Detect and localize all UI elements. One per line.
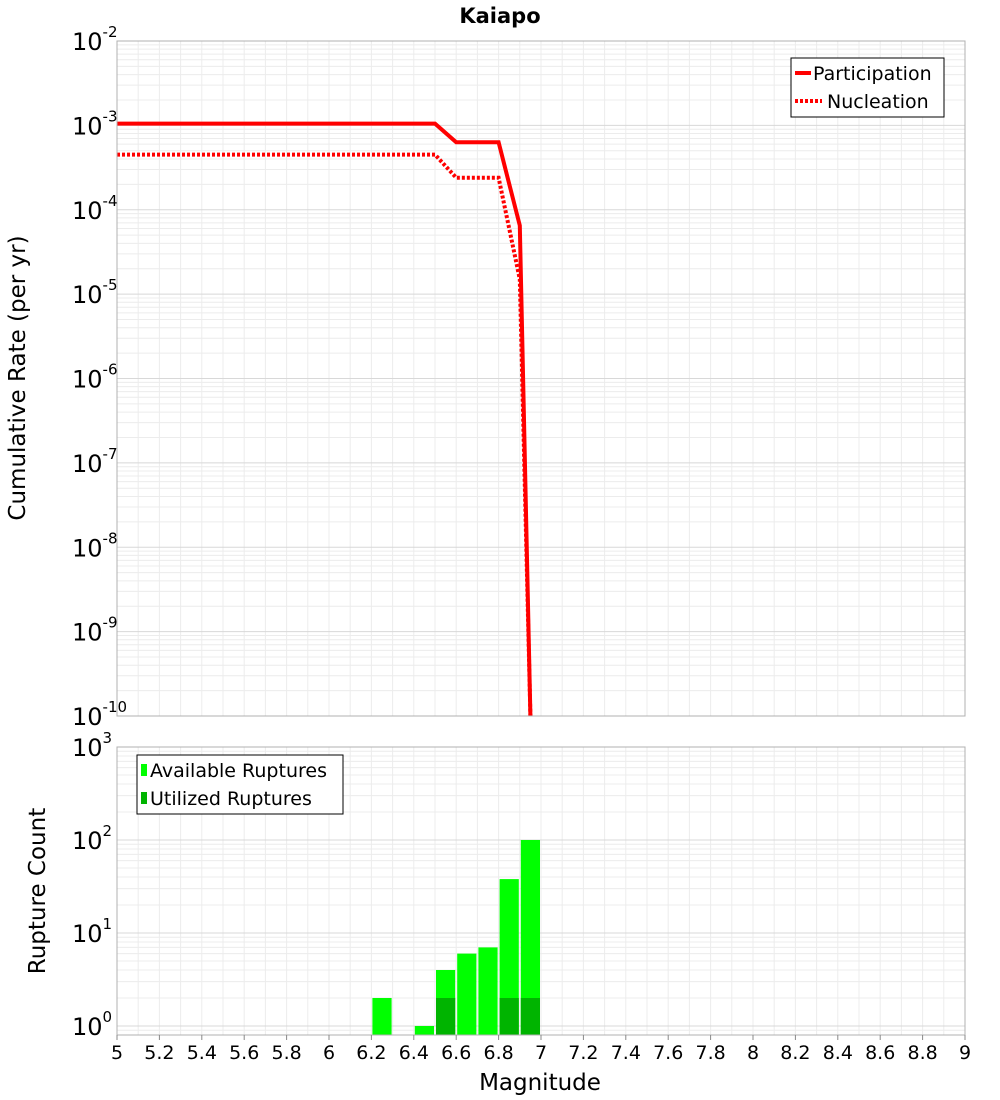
rupture-legend: Available Ruptures Utilized Ruptures: [136, 754, 344, 815]
x-tick-label: 7.2: [568, 1042, 598, 1064]
legend-available-swatch: [141, 764, 147, 776]
legend-participation-label: Participation: [813, 63, 932, 85]
rupture-ytick-label: 103: [72, 729, 112, 762]
rate-y-axis-label: Cumulative Rate (per yr): [5, 235, 31, 520]
available-ruptures-bar: [499, 879, 519, 1035]
x-tick-label: 8.8: [907, 1042, 937, 1064]
rate-legend: Participation Nucleation: [790, 57, 945, 118]
x-axis-label: Magnitude: [479, 1070, 601, 1096]
rupture-ytick-label: 102: [72, 822, 112, 855]
rate-ytick-label: 10-6: [72, 361, 118, 394]
rate-plot-panel: 10-2 10-3 10-4 10-5 10-6 10-7 10-8 10-9 10-10 Ka…: [5, 4, 966, 731]
rate-ytick-label: 10-3: [72, 107, 118, 140]
x-tick-label: 6.8: [483, 1042, 513, 1064]
rate-ytick-label: 10-9: [72, 614, 118, 647]
available-ruptures-bar: [478, 947, 498, 1035]
x-tick-label: 6.6: [441, 1042, 471, 1064]
x-tick-label: 7.8: [695, 1042, 725, 1064]
x-tick-label: 8: [747, 1042, 759, 1064]
legend-utilized-label: Utilized Ruptures: [150, 788, 312, 810]
rupture-count-panel: 103 102 101 100 5 5.2 5.4 5.6 5.8 6 6.2 6.4 6.6 6.8 7…: [25, 729, 971, 1096]
utilized-ruptures-bar: [436, 998, 456, 1035]
rate-ytick-label: 10-8: [72, 529, 118, 562]
rupture-y-axis-label: Rupture Count: [25, 808, 51, 974]
legend-nucleation-label: Nucleation: [827, 91, 929, 113]
x-tick-label: 6.2: [356, 1042, 386, 1064]
rate-ytick-label: 10-4: [72, 192, 118, 225]
x-tick-label: 5.8: [271, 1042, 301, 1064]
rate-ytick-label: 10-10: [72, 698, 127, 731]
rate-plot-grid: [116, 41, 966, 717]
x-tick-label: 8.4: [823, 1042, 853, 1064]
x-tick-label: 9: [959, 1042, 971, 1064]
available-ruptures-bar: [457, 953, 477, 1035]
x-tick-label: 6.4: [399, 1042, 429, 1064]
legend-available-label: Available Ruptures: [150, 760, 327, 782]
rate-plot-yticks: 10-2 10-3 10-4 10-5 10-6 10-7 10-8 10-9 10-10: [72, 23, 127, 731]
available-ruptures-bar: [372, 998, 392, 1035]
rate-ytick-label: 10-5: [72, 276, 118, 309]
x-tick-label: 7.6: [653, 1042, 683, 1064]
rupture-ytick-label: 100: [72, 1008, 112, 1041]
rate-plot-lines: [117, 121, 533, 717]
series-nucleation-line: [117, 152, 533, 717]
utilized-ruptures-bar: [499, 998, 519, 1035]
x-tick-label: 5: [111, 1042, 123, 1064]
chart-title: Kaiapo: [459, 4, 540, 28]
series-participation-line: [117, 121, 533, 717]
rupture-plot-xticks: 5 5.2 5.4 5.6 5.8 6 6.2 6.4 6.6 6.8 7 7.2 7.4 7.6 7.8 8…: [111, 1035, 971, 1064]
rupture-plot-bars: [372, 840, 540, 1035]
x-tick-label: 5.2: [144, 1042, 174, 1064]
x-tick-label: 7: [535, 1042, 547, 1064]
rupture-ytick-label: 101: [72, 915, 112, 948]
utilized-ruptures-bar: [520, 998, 540, 1035]
legend-utilized-swatch: [141, 792, 147, 804]
rate-ytick-label: 10-7: [72, 445, 118, 478]
rupture-plot-yticks: 103 102 101 100: [72, 729, 112, 1041]
x-tick-label: 7.4: [611, 1042, 641, 1064]
x-tick-label: 5.6: [229, 1042, 259, 1064]
x-tick-label: 8.2: [780, 1042, 810, 1064]
available-ruptures-bar: [520, 840, 540, 1035]
x-tick-label: 6: [323, 1042, 335, 1064]
rate-plot-frame: [116, 40, 966, 717]
x-tick-label: 8.6: [865, 1042, 895, 1064]
rate-legend-box: [790, 57, 945, 118]
rupture-legend-box: [136, 754, 344, 815]
x-tick-label: 5.4: [187, 1042, 217, 1064]
available-ruptures-bar: [414, 1026, 434, 1035]
rate-ytick-label: 10-2: [72, 23, 118, 56]
